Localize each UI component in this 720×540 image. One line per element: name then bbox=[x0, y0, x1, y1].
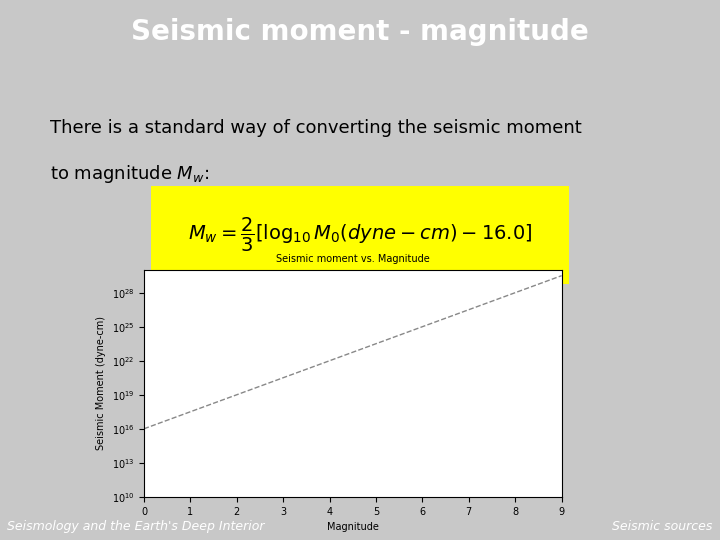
X-axis label: Magnitude: Magnitude bbox=[327, 522, 379, 532]
Text: Seismic sources: Seismic sources bbox=[613, 520, 713, 533]
Text: Seismic moment - magnitude: Seismic moment - magnitude bbox=[131, 18, 589, 46]
Text: to magnitude $M_w$:: to magnitude $M_w$: bbox=[50, 164, 210, 185]
FancyBboxPatch shape bbox=[151, 186, 569, 285]
Title: Seismic moment vs. Magnitude: Seismic moment vs. Magnitude bbox=[276, 254, 430, 264]
Y-axis label: Seismic Moment (dyne-cm): Seismic Moment (dyne-cm) bbox=[96, 316, 106, 450]
Text: Seismology and the Earth's Deep Interior: Seismology and the Earth's Deep Interior bbox=[7, 520, 265, 533]
Text: $M_w = \dfrac{2}{3}\left[\log_{10} M_0(dyne-cm) - 16.0\right]$: $M_w = \dfrac{2}{3}\left[\log_{10} M_0(d… bbox=[188, 216, 532, 254]
Text: There is a standard way of converting the seismic moment: There is a standard way of converting th… bbox=[50, 119, 582, 137]
